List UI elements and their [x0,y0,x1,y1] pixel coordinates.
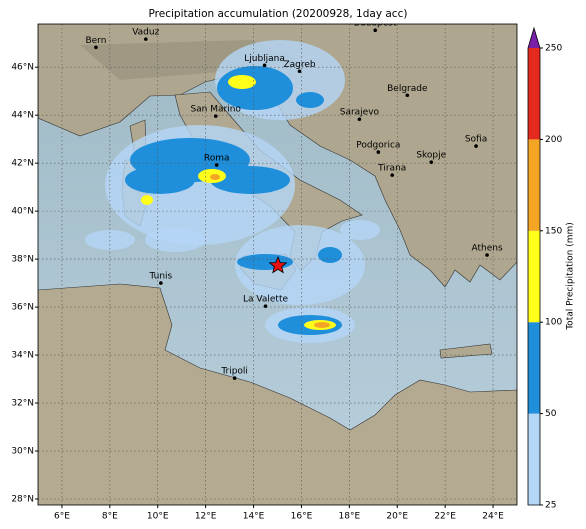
city-label: Skopje [416,151,446,161]
map-frame [37,23,518,506]
precip-area [318,247,342,263]
city-dot [373,28,378,33]
y-tick-label: 40°N [11,207,34,217]
city-label: Sarajevo [340,108,380,118]
map-title: Precipitation accumulation (20200928, 1d… [149,8,408,20]
y-tick-label: 32°N [11,399,34,409]
colorbar-segment [528,413,540,505]
x-tick-label: 10°E [147,512,169,522]
city-label: Podgorica [356,141,400,151]
precip-area [296,92,324,108]
city-label: Budapest [354,19,397,29]
city-dot [297,69,302,74]
precip-area [141,195,153,205]
y-tick-label: 38°N [11,255,34,265]
x-tick-label: 24°E [482,512,504,522]
city-label: Roma [204,154,230,164]
city-label: Vaduz [132,28,159,38]
city-dot [390,173,395,177]
precip-area [217,66,293,110]
colorbar-tick-label: 100 [545,318,562,328]
colorbar-tick-label: 200 [545,135,562,145]
x-tick-label: 20°E [386,512,408,522]
city-dot [94,45,98,50]
axes: 6°E 8°E 10°E 12°E 14°E 16°E 18°E 20°E 22°E 24°E 28… [11,63,504,522]
y-tick-label: 42°N [11,159,34,169]
precip-area [125,166,195,194]
colorbar-tick-label: 150 [545,226,562,236]
precip-area [228,75,256,89]
colorbar-outline [527,26,541,506]
precip-area [210,174,220,180]
city-label: Athens [471,244,502,254]
colorbar-segment [528,48,540,140]
precip-area [235,225,365,305]
colorbar-segment [528,230,540,323]
x-tick-label: 16°E [291,512,313,522]
precip-area [237,254,293,270]
x-tick-label: 8°E [102,512,118,522]
colorbar-tick-label: 50 [545,409,557,419]
colorbar: 25 50 100 150 200 250 [527,26,562,511]
event-star [268,255,288,274]
city-label: Tirana [377,164,406,174]
land-africa [38,283,517,505]
city-label: Ljubljana [244,54,285,64]
y-tick-label: 30°N [11,447,34,457]
precip-area [314,322,330,328]
city-label: Sofia [465,135,487,145]
precip-area [210,166,290,194]
city-label: San Marino [190,105,241,115]
city-label: Tripoli [220,367,248,377]
colorbar-segment [528,139,540,231]
city-label: Belgrade [387,84,428,94]
city-dot [213,114,218,118]
y-tick-label: 46°N [11,63,34,73]
x-tick-label: 18°E [339,512,361,522]
city-label: La Valette [243,295,288,305]
y-tick-label: 36°N [11,303,34,313]
city-dot [232,376,237,380]
city-dot [214,163,219,167]
city-label: Zagreb [283,60,315,70]
colorbar-segment [528,322,540,414]
precip-area [145,228,205,252]
x-tick-label: 6°E [54,512,70,522]
city-dot [376,150,381,154]
city-dot [429,160,434,164]
y-tick-label: 28°N [11,495,34,505]
precip-area [340,220,380,240]
city-dot [263,304,268,308]
x-tick-label: 12°E [195,512,217,522]
x-tick-label: 14°E [243,512,265,522]
y-tick-label: 44°N [11,111,34,121]
precipitation [85,40,380,343]
city-label: Bern [85,36,106,46]
y-tick-label: 34°N [11,351,34,361]
city-dot [405,93,410,98]
colorbar-tick-label: 250 [545,44,562,54]
graticule [38,24,517,505]
city-dot [262,63,267,68]
colorbar-label: Total Precipitation (mm) [566,222,576,331]
city-dot [143,37,148,41]
land-crete [439,343,493,359]
city-dot [474,144,478,148]
city-dot [159,281,163,285]
city-dot [357,117,362,122]
colorbar-tick-label: 25 [545,501,556,511]
city-label: Tunis [148,272,172,282]
colorbar-extend [528,28,540,48]
x-tick-label: 22°E [434,512,456,522]
city-dot [485,253,489,257]
